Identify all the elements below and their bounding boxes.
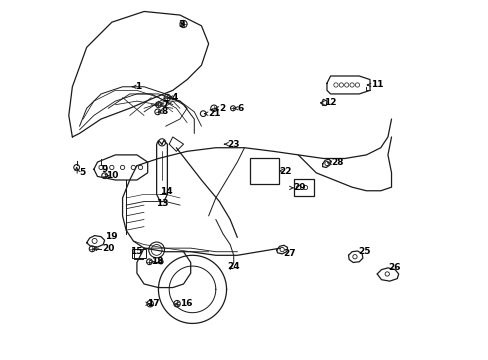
Text: 18: 18 xyxy=(151,257,163,266)
Text: 23: 23 xyxy=(227,140,239,149)
Bar xyxy=(131,249,145,258)
Text: 19: 19 xyxy=(105,232,118,241)
Text: 20: 20 xyxy=(102,244,114,253)
Text: 25: 25 xyxy=(358,247,370,256)
Text: 27: 27 xyxy=(283,249,295,258)
Bar xyxy=(249,158,278,184)
Text: 15: 15 xyxy=(130,247,142,256)
Text: 28: 28 xyxy=(330,158,343,167)
Text: 6: 6 xyxy=(237,104,243,113)
Text: 2: 2 xyxy=(219,104,225,113)
Text: 26: 26 xyxy=(387,264,400,273)
Text: 24: 24 xyxy=(227,262,240,271)
Text: 7: 7 xyxy=(163,100,169,109)
Text: 29: 29 xyxy=(292,183,305,192)
Bar xyxy=(293,179,313,196)
Text: 13: 13 xyxy=(155,199,168,208)
Text: 12: 12 xyxy=(324,98,336,107)
Text: 22: 22 xyxy=(279,167,291,176)
Text: 3: 3 xyxy=(178,19,184,28)
Text: 17: 17 xyxy=(147,299,159,308)
Text: 4: 4 xyxy=(172,93,178,102)
Text: 1: 1 xyxy=(135,82,141,91)
Text: 10: 10 xyxy=(105,171,118,180)
Text: 8: 8 xyxy=(161,107,167,116)
Text: 11: 11 xyxy=(370,81,383,90)
Text: 14: 14 xyxy=(160,187,172,196)
Text: 16: 16 xyxy=(180,299,192,308)
Text: 9: 9 xyxy=(101,165,107,174)
Text: 21: 21 xyxy=(207,109,220,118)
Text: 5: 5 xyxy=(79,168,85,177)
